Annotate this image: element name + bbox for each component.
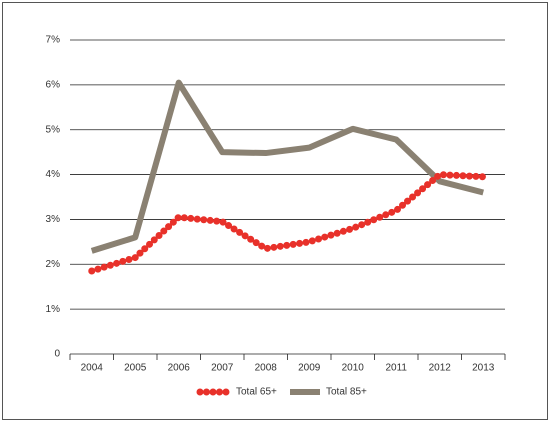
- series-line: [90, 79, 484, 254]
- y-tick-label: 5%: [46, 124, 61, 135]
- y-tick-label: 6%: [46, 79, 61, 90]
- legend-label: Total 85+: [326, 387, 367, 398]
- x-tick-label: 2013: [472, 363, 495, 374]
- y-tick-label: 2%: [46, 259, 61, 270]
- x-tick-label: 2009: [298, 363, 321, 374]
- x-tick-label: 2004: [81, 363, 104, 374]
- x-tick-label: 2007: [211, 363, 234, 374]
- legend-label: Total 65+: [236, 387, 277, 398]
- x-tick-label: 2008: [255, 363, 278, 374]
- x-tick-label: 2005: [124, 363, 147, 374]
- x-tick-label: 2012: [429, 363, 452, 374]
- x-tick-label: 2006: [168, 363, 191, 374]
- y-tick-label: 3%: [46, 214, 61, 225]
- x-tick-label: 2010: [342, 363, 365, 374]
- x-tick-label: 2011: [385, 363, 407, 374]
- frame: [2, 2, 548, 420]
- y-tick-label: 1%: [46, 304, 61, 315]
- y-tick-label: 4%: [46, 169, 61, 180]
- y-tick-label: 7%: [46, 35, 61, 46]
- series-line: [88, 171, 487, 275]
- y-tick-label: 0: [54, 349, 60, 360]
